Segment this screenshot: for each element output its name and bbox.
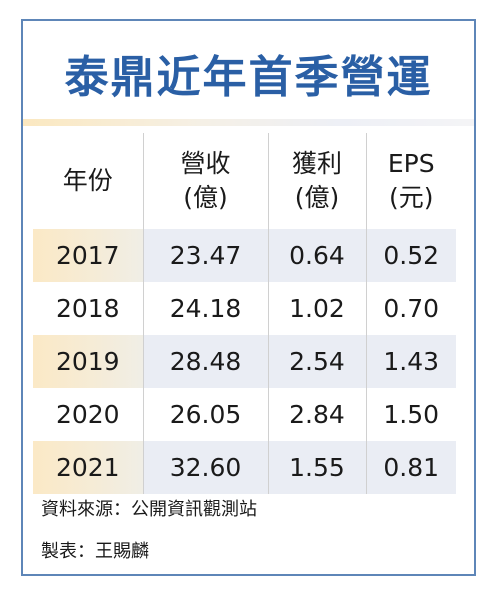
cell-profit: 0.64 — [267, 229, 366, 282]
maker-credit: 製表：王賜麟 — [41, 541, 149, 562]
cell-eps: 0.52 — [365, 229, 456, 282]
cell-revenue: 23.47 — [142, 229, 268, 282]
table-row: 2021 32.60 1.55 0.81 — [33, 441, 456, 494]
header-year: 年份 — [33, 133, 143, 229]
infographic-card: 泰鼎近年首季營運 年份 營收 (億) 獲利 (億) EPS ( — [21, 19, 476, 576]
cell-eps: 0.81 — [365, 441, 456, 494]
cell-revenue: 24.18 — [142, 282, 268, 335]
cell-year: 2017 — [33, 229, 143, 282]
cell-eps: 0.70 — [365, 282, 456, 335]
cell-profit: 1.55 — [267, 441, 366, 494]
header-eps: EPS (元) — [365, 133, 456, 229]
cell-eps: 1.50 — [365, 388, 456, 441]
header-eps-unit: (元) — [388, 183, 434, 212]
table-row: 2020 26.05 2.84 1.50 — [33, 388, 456, 441]
cell-year: 2019 — [33, 335, 143, 388]
header-profit-unit: (億) — [294, 183, 340, 212]
cell-eps: 1.43 — [365, 335, 456, 388]
data-table: 年份 營收 (億) 獲利 (億) EPS (元) 2017 23.47 — [33, 133, 456, 494]
page-title: 泰鼎近年首季營運 — [64, 52, 433, 103]
header-eps-label: EPS — [387, 149, 435, 178]
header-revenue: 營收 (億) — [142, 133, 268, 229]
table-row: 2019 28.48 2.54 1.43 — [33, 335, 456, 388]
header-revenue-label: 營收 — [180, 149, 231, 178]
cell-profit: 2.54 — [267, 335, 366, 388]
cell-year: 2020 — [55, 400, 120, 429]
source-note: 資料來源：公開資訊觀測站 — [41, 499, 257, 520]
cell-revenue: 26.05 — [142, 388, 268, 441]
header-profit: 獲利 (億) — [267, 133, 366, 229]
cell-profit: 2.84 — [267, 388, 366, 441]
table-row: 2017 23.47 0.64 0.52 — [33, 229, 456, 282]
cell-revenue: 28.48 — [142, 335, 268, 388]
header-year-label: 年份 — [62, 166, 113, 195]
title-divider — [23, 119, 474, 126]
cell-year: 2021 — [33, 441, 143, 494]
cell-revenue: 32.60 — [142, 441, 268, 494]
header-row: 年份 營收 (億) 獲利 (億) EPS (元) — [33, 133, 456, 229]
table-row: 2018 24.18 1.02 0.70 — [33, 282, 456, 335]
cell-year: 2018 — [55, 294, 120, 323]
header-profit-label: 獲利 — [291, 149, 342, 178]
header-revenue-unit: (億) — [183, 183, 228, 212]
cell-profit: 1.02 — [267, 282, 366, 335]
